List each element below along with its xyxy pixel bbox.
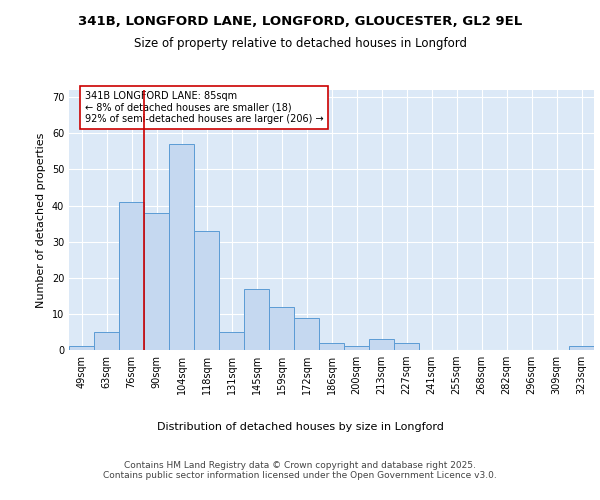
Bar — [94, 332, 119, 350]
Bar — [369, 339, 394, 350]
Bar — [144, 213, 169, 350]
Bar — [569, 346, 594, 350]
Text: 341B, LONGFORD LANE, LONGFORD, GLOUCESTER, GL2 9EL: 341B, LONGFORD LANE, LONGFORD, GLOUCESTE… — [78, 15, 522, 28]
Bar — [169, 144, 194, 350]
Bar — [219, 332, 244, 350]
Bar — [319, 343, 344, 350]
Bar — [119, 202, 144, 350]
Y-axis label: Number of detached properties: Number of detached properties — [36, 132, 46, 308]
Bar — [344, 346, 369, 350]
Bar — [269, 306, 294, 350]
Bar — [244, 288, 269, 350]
Text: 341B LONGFORD LANE: 85sqm
← 8% of detached houses are smaller (18)
92% of semi-d: 341B LONGFORD LANE: 85sqm ← 8% of detach… — [85, 92, 323, 124]
Bar — [69, 346, 94, 350]
Bar — [194, 231, 219, 350]
Text: Contains HM Land Registry data © Crown copyright and database right 2025.
Contai: Contains HM Land Registry data © Crown c… — [103, 460, 497, 480]
Text: Size of property relative to detached houses in Longford: Size of property relative to detached ho… — [133, 38, 467, 51]
Text: Distribution of detached houses by size in Longford: Distribution of detached houses by size … — [157, 422, 443, 432]
Bar — [394, 343, 419, 350]
Bar — [294, 318, 319, 350]
